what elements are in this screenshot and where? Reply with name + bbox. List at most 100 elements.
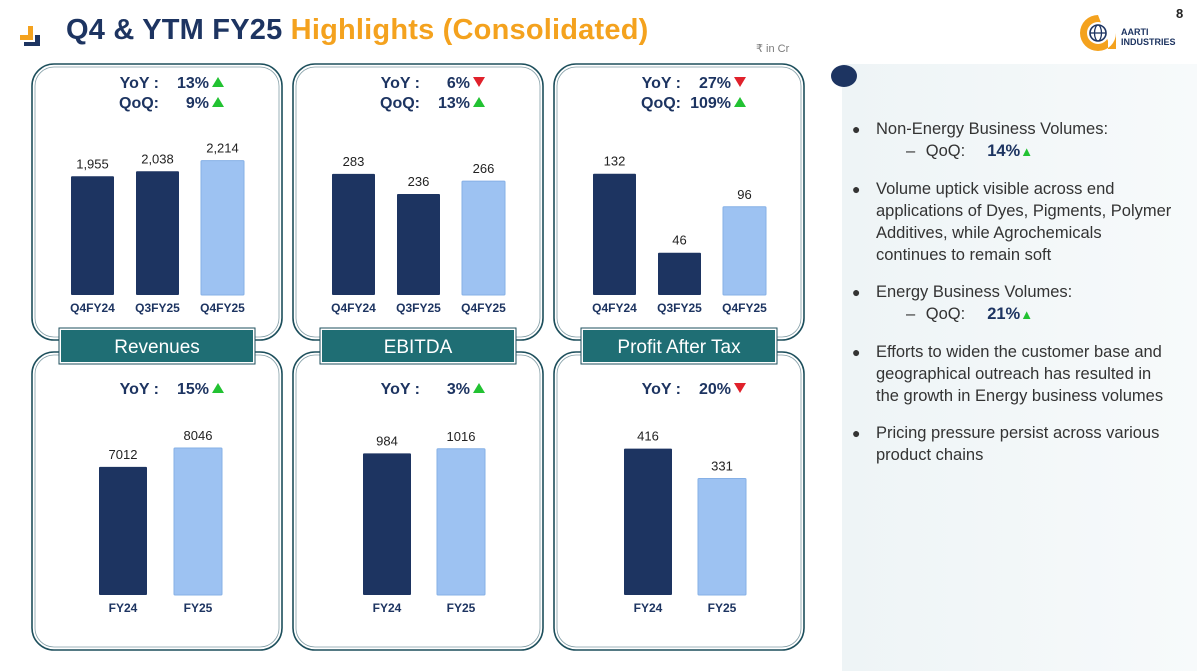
category-label: FY24 — [634, 601, 663, 615]
bullet-text: Energy Business Volumes: — [876, 283, 1073, 301]
data-label: 1,955 — [76, 156, 109, 171]
down-arrow-icon — [473, 77, 485, 87]
section-label-revenues: Revenues — [58, 327, 256, 365]
category-label: FY25 — [708, 601, 737, 615]
section-label-text: Revenues — [114, 337, 200, 358]
category-label: FY25 — [184, 601, 213, 615]
up-arrow-icon — [212, 383, 224, 393]
data-label: 8046 — [184, 428, 213, 443]
up-arrow-icon: ▲ — [1020, 144, 1034, 159]
metric-value: 20% — [699, 381, 731, 398]
data-label: 7012 — [109, 447, 138, 462]
data-label: 331 — [711, 459, 733, 474]
bar-q4fy25 — [461, 180, 506, 296]
panel-marker-icon — [831, 65, 857, 87]
metric-value: 9% — [186, 95, 209, 112]
category-label: Q4FY24 — [592, 301, 637, 315]
data-label: 984 — [376, 433, 398, 448]
metric-label: YoY : — [381, 381, 420, 398]
up-arrow-icon — [473, 97, 485, 107]
bullet-dot-icon: ● — [852, 284, 861, 300]
bullet-item: ● Energy Business Volumes: – QoQ: 21%▲ — [852, 281, 1172, 326]
bullet-dot-icon: ● — [852, 425, 861, 441]
chart-revenues-quarterly: YoY : 13% QoQ: 9% 1,955 Q4FY24 2,038 Q3FY25 2,21… — [70, 75, 245, 315]
title-period: Q4 & YTM FY25 — [66, 14, 283, 46]
metric-label: QoQ: — [119, 95, 159, 112]
up-arrow-icon — [212, 97, 224, 107]
section-label-text: EBITDA — [384, 337, 453, 358]
up-arrow-icon — [212, 77, 224, 87]
data-label: 236 — [408, 174, 430, 189]
bar-q3fy25 — [658, 252, 701, 295]
page-number: 8 — [1176, 6, 1184, 21]
metric-label: YoY : — [120, 381, 159, 398]
company-logo: AARTI INDUSTRIES — [1078, 13, 1188, 53]
bar-fy25 — [697, 478, 747, 596]
bullet-text: Pricing pressure persist across various … — [876, 424, 1160, 464]
chart-revenues-annual: YoY : 15% 7012 FY24 8046 FY25 — [99, 381, 224, 615]
category-label: Q4FY25 — [461, 301, 506, 315]
up-arrow-icon — [473, 383, 485, 393]
bullet-text: Non-Energy Business Volumes: — [876, 120, 1109, 138]
bar-fy24 — [624, 448, 672, 595]
data-label: 96 — [737, 187, 751, 202]
data-label: 416 — [637, 429, 659, 444]
data-label: 2,038 — [141, 151, 174, 166]
bullet-dot-icon: ● — [852, 181, 861, 197]
category-label: Q3FY25 — [135, 301, 180, 315]
category-label: Q3FY25 — [396, 301, 441, 315]
down-arrow-icon — [734, 383, 746, 393]
bullet-dot-icon: ● — [852, 121, 861, 137]
metric-label: QoQ: — [641, 95, 681, 112]
category-label: Q4FY25 — [200, 301, 245, 315]
page-title: Q4 & YTM FY25 Highlights (Consolidated) — [66, 14, 648, 47]
bullet-text: Efforts to widen the customer base and g… — [876, 343, 1164, 405]
title-highlights: Highlights (Consolidated) — [290, 14, 649, 46]
category-label: Q4FY25 — [722, 301, 767, 315]
chart-ebitda-quarterly: YoY : 6% QoQ: 13% 283 Q4FY24 236 Q3FY25 266 Q4FY2… — [331, 75, 506, 315]
chart-pat-quarterly: YoY : 27% QoQ: 109% 132 Q4FY24 46 Q3FY25 96 Q4FY2… — [592, 75, 767, 315]
bullet-item: ● Non-Energy Business Volumes: – QoQ: 14%▲ — [852, 118, 1172, 163]
category-label: FY25 — [447, 601, 476, 615]
data-label: 1016 — [447, 429, 476, 444]
metric-value: 13% — [177, 75, 209, 92]
up-arrow-icon — [734, 97, 746, 107]
unit-note: ₹ in Cr — [756, 43, 790, 55]
sub-dash: – — [906, 142, 916, 160]
bar-q4fy24 — [332, 173, 375, 295]
metric-value: 3% — [447, 381, 470, 398]
sub-label: QoQ: — [921, 305, 966, 323]
category-label: Q3FY25 — [657, 301, 702, 315]
financial-charts: Revenues EBITDA Profit After Tax YoY : 13% Qo… — [31, 63, 805, 651]
bullet-item: ● Pricing pressure persist across various… — [852, 422, 1172, 466]
metric-label: QoQ: — [380, 95, 420, 112]
bar-fy24 — [99, 466, 147, 595]
section-label-pat: Profit After Tax — [580, 327, 778, 365]
bullet-subline: – QoQ: 14%▲ — [876, 140, 1172, 163]
section-label-ebitda: EBITDA — [319, 327, 517, 365]
down-arrow-icon — [734, 77, 746, 87]
title-marker-icon — [20, 26, 40, 46]
chart-pat-annual: YoY : 20% 416 FY24 331 FY25 — [624, 381, 747, 615]
chart-ebitda-annual: YoY : 3% 984 FY24 1016 FY25 — [363, 381, 486, 615]
bar-q4fy24 — [593, 173, 636, 295]
commentary-list: ● Non-Energy Business Volumes: – QoQ: 14%▲ ●… — [852, 118, 1172, 481]
metric-label: YoY : — [381, 75, 420, 92]
metric-value: 15% — [177, 381, 209, 398]
metric-label: YoY : — [642, 75, 681, 92]
bar-fy24 — [363, 453, 411, 595]
metric-value: 27% — [699, 75, 731, 92]
category-label: Q4FY24 — [70, 301, 115, 315]
logo-line-1: AARTI — [1121, 27, 1149, 37]
metric-value: 13% — [438, 95, 470, 112]
commentary-panel — [842, 64, 1197, 671]
bullet-dot-icon: ● — [852, 344, 861, 360]
data-label: 132 — [604, 154, 626, 169]
metric-value: 6% — [447, 75, 470, 92]
bar-q4fy24 — [71, 176, 114, 295]
bar-fy25 — [436, 448, 486, 596]
up-arrow-icon: ▲ — [1020, 307, 1034, 322]
bar-q4fy25 — [200, 160, 245, 296]
data-label: 2,214 — [206, 141, 239, 156]
bullet-item: ● Volume uptick visible across end applic… — [852, 178, 1172, 266]
